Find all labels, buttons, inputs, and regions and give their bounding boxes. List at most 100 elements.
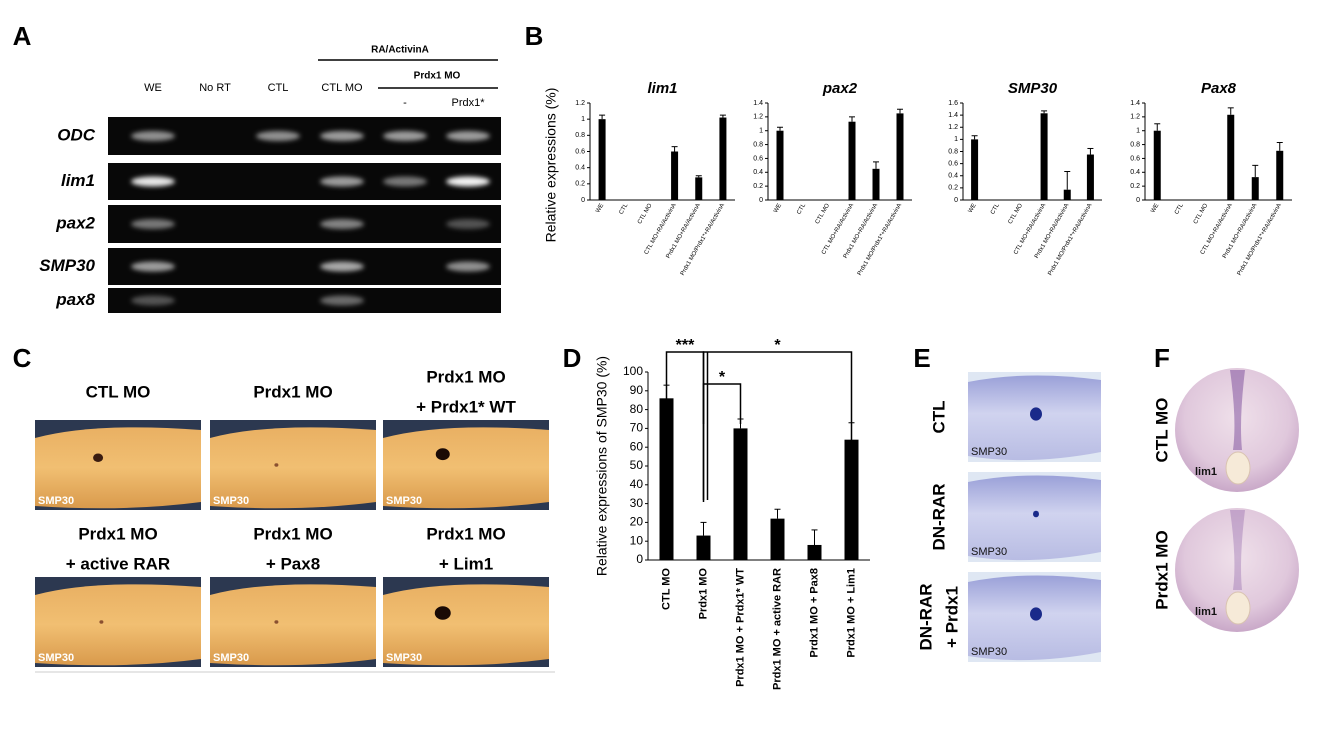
y-tick-label: 0.2 bbox=[753, 183, 763, 190]
gel-band bbox=[131, 176, 175, 187]
y-tick-label: 0.8 bbox=[575, 132, 585, 139]
stain-caption: SMP30 bbox=[213, 652, 249, 664]
y-tick-label: 90 bbox=[630, 383, 644, 397]
neural-stain bbox=[1230, 510, 1245, 590]
y-tick-label: 0.2 bbox=[575, 181, 585, 188]
stain-caption: SMP30 bbox=[971, 546, 1007, 558]
x-tick-label: CTL bbox=[990, 202, 1001, 215]
x-tick-label: Prdx1 MO bbox=[697, 568, 709, 620]
image-label: CTL bbox=[929, 400, 948, 433]
y-tick-label: 70 bbox=[630, 421, 644, 435]
gel-band bbox=[446, 176, 490, 187]
x-tick-label: Prdx1 MO/Prdx1*+RA/ActivinA bbox=[680, 203, 726, 277]
x-tick-label: CTL MO bbox=[1193, 203, 1210, 226]
stain-caption: SMP30 bbox=[213, 495, 249, 507]
x-tick-label: WE bbox=[773, 203, 783, 214]
image-title: + Lim1 bbox=[439, 554, 493, 573]
x-tick-label: CTL MO bbox=[1008, 203, 1025, 226]
y-tick-label: 80 bbox=[630, 402, 644, 416]
y-tick-label: 1.4 bbox=[948, 112, 958, 119]
x-tick-label: CTL bbox=[796, 202, 807, 215]
image-title: Prdx1 MO bbox=[426, 524, 505, 543]
gel-band bbox=[320, 131, 364, 141]
y-tick-label: 1 bbox=[581, 116, 585, 123]
stain-spot bbox=[1030, 407, 1042, 421]
stain-caption: SMP30 bbox=[971, 446, 1007, 458]
gel-band bbox=[131, 295, 175, 306]
y-tick-label: 1.6 bbox=[948, 100, 958, 107]
y-tick-label: 0 bbox=[759, 197, 763, 204]
lane-label: No RT bbox=[199, 82, 231, 94]
bar bbox=[1086, 154, 1094, 200]
x-tick-label: WE bbox=[595, 203, 605, 214]
bar bbox=[1251, 177, 1259, 200]
x-tick-label: CTL bbox=[1174, 202, 1185, 215]
bar bbox=[671, 151, 679, 200]
bar bbox=[719, 117, 727, 200]
image-title: + active RAR bbox=[66, 554, 170, 573]
gel-band bbox=[383, 131, 427, 141]
stain-caption: SMP30 bbox=[38, 652, 74, 664]
stain-caption: SMP30 bbox=[971, 646, 1007, 658]
y-tick-label: 0 bbox=[1136, 197, 1140, 204]
x-tick-label: WE bbox=[1150, 203, 1160, 214]
x-tick-label: Prdx1 MO/Prdx1*+RA/ActivinA bbox=[1237, 203, 1283, 277]
row-label: pax8 bbox=[55, 290, 95, 309]
bar bbox=[1153, 130, 1161, 200]
gel-band bbox=[320, 176, 364, 187]
gel-band bbox=[320, 261, 364, 272]
x-tick-label: CTL MO bbox=[637, 203, 654, 226]
stain-spot bbox=[274, 463, 279, 467]
y-tick-label: 100 bbox=[623, 364, 643, 378]
y-tick-label: 0.6 bbox=[575, 148, 585, 155]
bar bbox=[598, 119, 606, 200]
image-label: CTL MO bbox=[1152, 398, 1171, 463]
chart-title: SMP30 bbox=[1008, 80, 1058, 97]
embryo-image: SMP30 bbox=[383, 420, 549, 510]
y-tick-label: 0 bbox=[581, 197, 585, 204]
bar bbox=[776, 130, 784, 200]
embryo-image: SMP30 bbox=[383, 577, 549, 667]
embryo-image: SMP30 bbox=[210, 420, 376, 510]
stain-spot bbox=[1030, 607, 1042, 621]
panel-label: B bbox=[525, 21, 544, 51]
stain-spot bbox=[93, 453, 104, 463]
chart-title: Pax8 bbox=[1201, 80, 1237, 97]
stain-spot bbox=[99, 620, 104, 624]
stain-caption: lim1 bbox=[1195, 606, 1217, 618]
annotation: * bbox=[719, 369, 726, 386]
embryo-image: SMP30 bbox=[35, 577, 201, 667]
y-tick-label: 0.6 bbox=[753, 155, 763, 162]
x-tick-label: Prdx1 MO/Prdx1*+RA/ActivinA bbox=[1047, 203, 1093, 277]
panel-label: D bbox=[563, 343, 582, 373]
gel-subheader: Prdx1 MO bbox=[414, 71, 461, 82]
embryo bbox=[35, 427, 201, 509]
y-tick-label: 10 bbox=[630, 533, 644, 547]
y-tick-label: 0.4 bbox=[1130, 169, 1140, 176]
embryo bbox=[383, 584, 549, 666]
gel-band bbox=[131, 261, 175, 272]
panel-label: E bbox=[913, 343, 930, 373]
y-tick-label: 30 bbox=[630, 496, 644, 510]
x-tick-label: Prdx1 MO + Prdx1* WT bbox=[734, 568, 746, 687]
blastopore bbox=[1225, 451, 1251, 485]
row-label: pax2 bbox=[55, 213, 95, 232]
x-tick-label: WE bbox=[968, 203, 978, 214]
y-tick-label: 1.2 bbox=[948, 124, 958, 131]
y-tick-label: 1.4 bbox=[1130, 100, 1140, 107]
gel-band bbox=[131, 219, 175, 229]
embryo bbox=[35, 584, 201, 666]
bar bbox=[1063, 189, 1071, 200]
y-tick-label: 0.6 bbox=[948, 160, 958, 167]
chart-title: pax2 bbox=[822, 80, 858, 97]
ish-image: SMP30 bbox=[968, 572, 1101, 662]
lane-label: - bbox=[403, 97, 407, 109]
stain-caption: SMP30 bbox=[386, 495, 422, 507]
bar bbox=[872, 168, 880, 200]
y-tick-label: 0.8 bbox=[948, 148, 958, 155]
lane-label: CTL MO bbox=[321, 82, 363, 94]
neural-stain bbox=[1230, 370, 1245, 450]
y-tick-label: 0.2 bbox=[1130, 183, 1140, 190]
gel-band bbox=[383, 176, 427, 187]
